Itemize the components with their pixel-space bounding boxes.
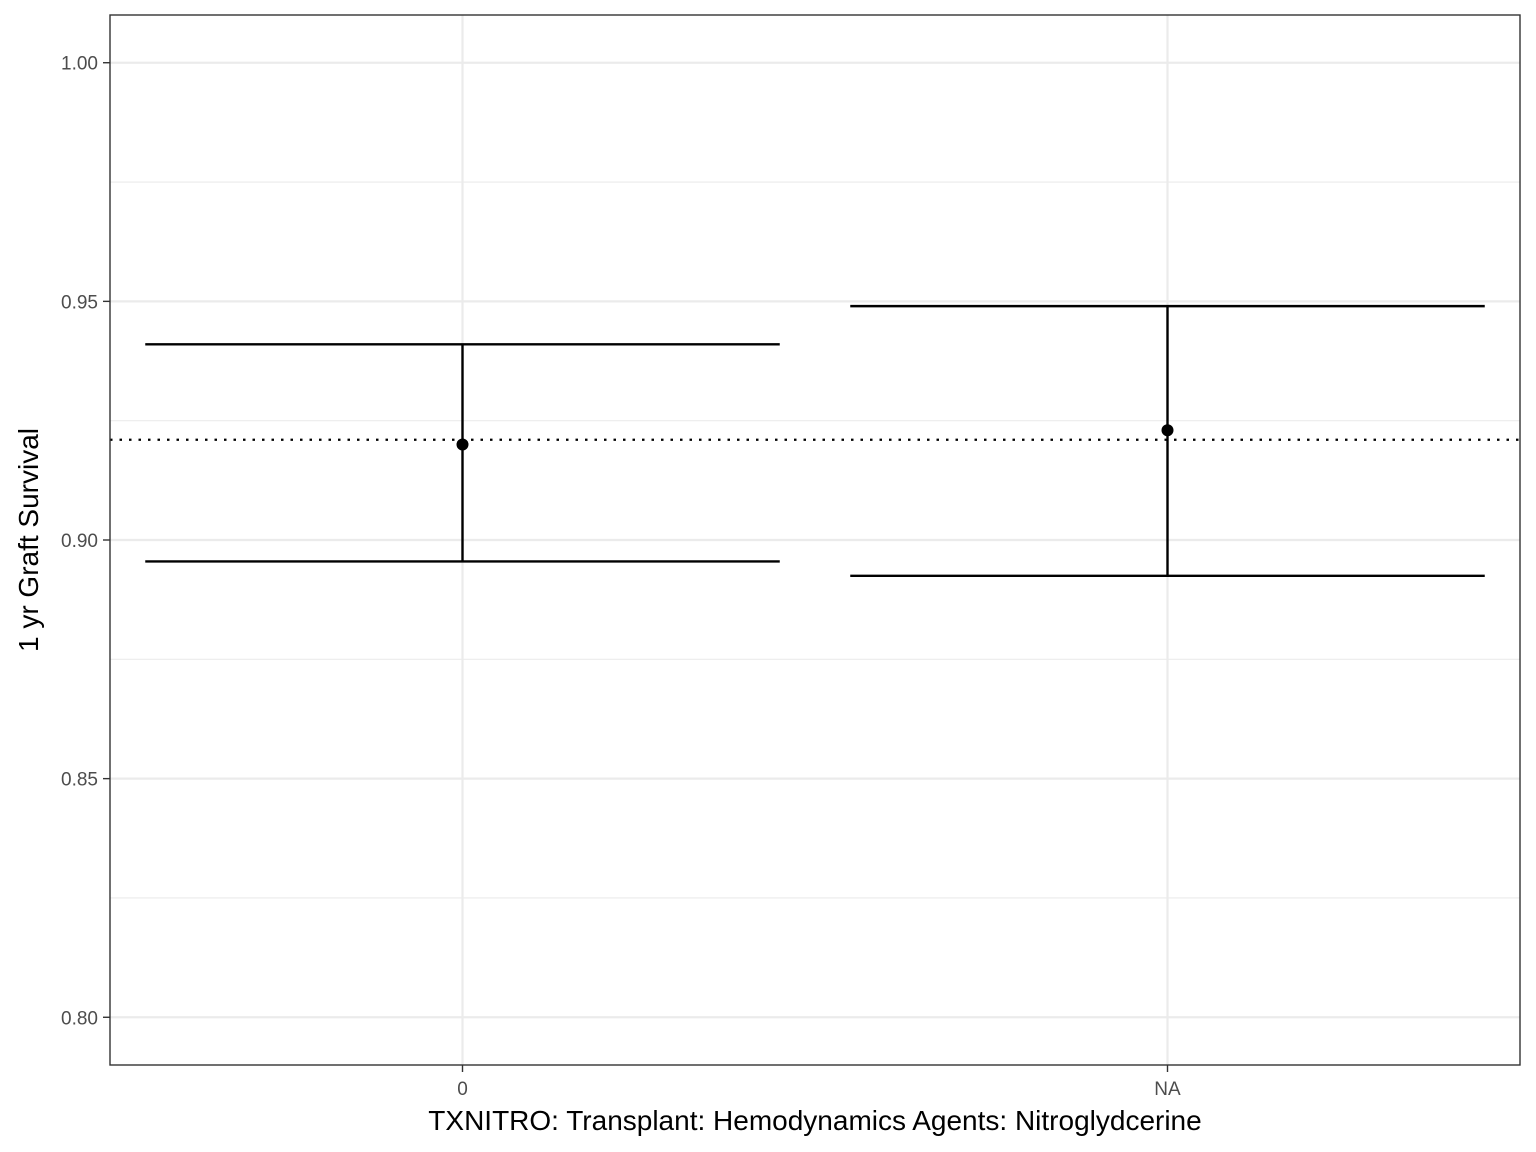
marks-layer bbox=[145, 304, 1485, 577]
x-axis-title: TXNITRO: Transplant: Hemodynamics Agents… bbox=[428, 1105, 1201, 1136]
axis-layer: 0.80 0.85 0.90 0.95 1.00 0 NA bbox=[61, 54, 1181, 1100]
point-estimate-NA bbox=[1161, 424, 1174, 437]
x-tick-label: 0 bbox=[457, 1079, 468, 1100]
y-tick-label: 0.85 bbox=[61, 770, 98, 791]
y-axis-title: 1 yr Graft Survival bbox=[13, 428, 44, 652]
x-tick-label: NA bbox=[1154, 1079, 1181, 1100]
y-tick-label: 1.00 bbox=[61, 54, 98, 75]
y-tick-label: 0.80 bbox=[61, 1008, 98, 1029]
point-estimate-0 bbox=[456, 438, 469, 451]
y-tick-label: 0.95 bbox=[61, 292, 98, 313]
y-tick-label: 0.90 bbox=[61, 531, 98, 552]
